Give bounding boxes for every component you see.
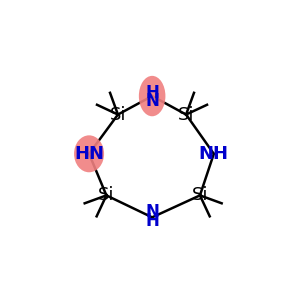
Text: Si: Si [192,186,208,204]
Text: NH: NH [199,145,229,163]
Ellipse shape [74,135,104,172]
Text: Si: Si [178,106,194,124]
Text: HN: HN [74,145,104,163]
Text: H: H [145,84,159,102]
Ellipse shape [139,76,165,116]
Text: Si: Si [110,106,126,124]
Text: N: N [145,203,159,221]
Text: H: H [145,212,159,230]
Text: Si: Si [98,186,115,204]
Text: N: N [145,92,159,110]
